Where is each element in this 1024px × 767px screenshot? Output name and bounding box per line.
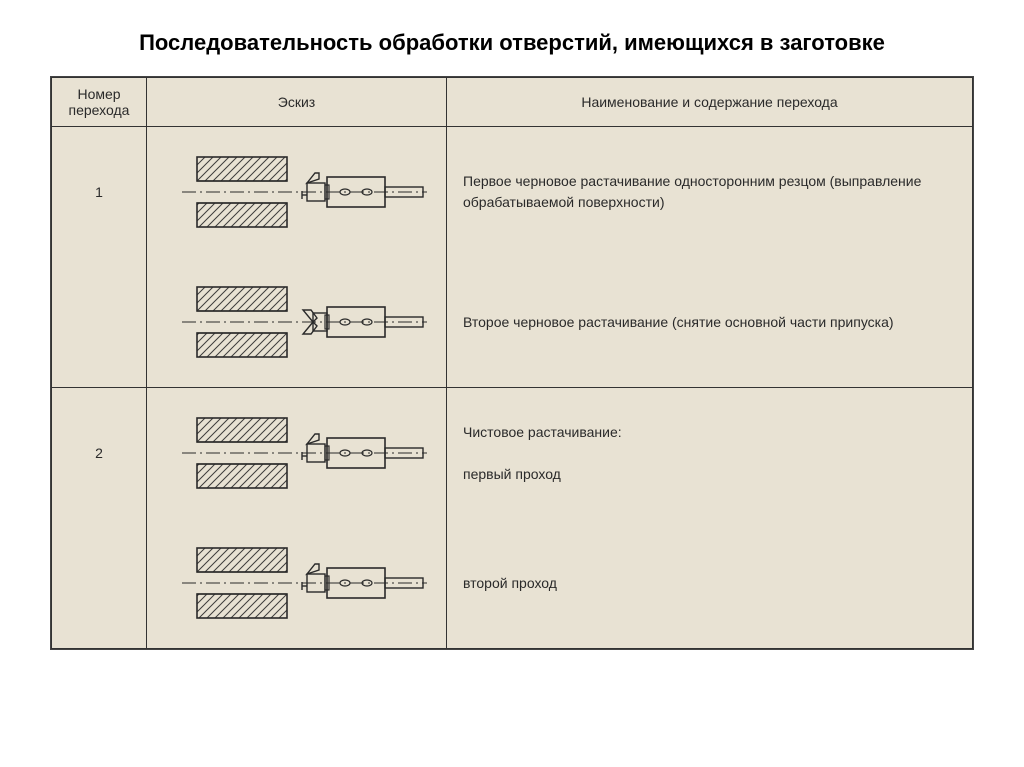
row-number: 2 xyxy=(52,388,147,519)
row-number xyxy=(52,257,147,388)
process-table: Номер перехода Эскиз Наименование и соде… xyxy=(50,76,974,650)
row-sketch xyxy=(147,388,447,519)
row-description: Второе черновое растачивание (снятие осн… xyxy=(447,257,973,388)
col-header-num: Номер перехода xyxy=(52,78,147,127)
row-description: второй проход xyxy=(447,518,973,649)
row-number: 1 xyxy=(52,127,147,258)
row-number xyxy=(52,518,147,649)
col-header-desc: Наименование и содержание перехода xyxy=(447,78,973,127)
col-header-sketch: Эскиз xyxy=(147,78,447,127)
row-description: Чистовое растачивание:первый проход xyxy=(447,388,973,519)
row-sketch xyxy=(147,257,447,388)
page-title: Последовательность обработки отверстий, … xyxy=(50,30,974,56)
row-description: Первое черновое растачивание односторонн… xyxy=(447,127,973,258)
row-sketch xyxy=(147,518,447,649)
row-sketch xyxy=(147,127,447,258)
